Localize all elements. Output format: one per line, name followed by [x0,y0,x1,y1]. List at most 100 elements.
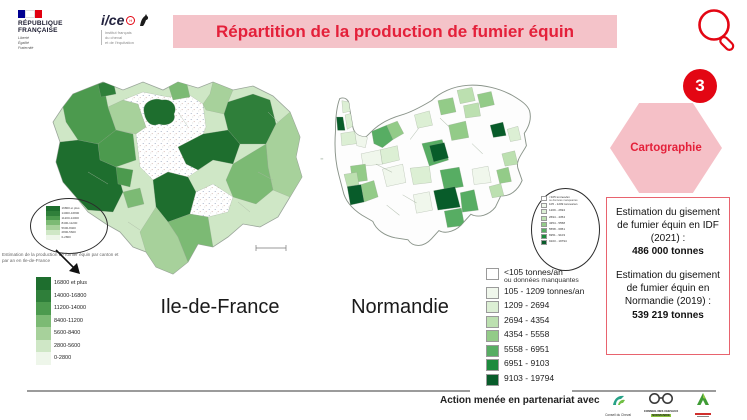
idf-mini-legend-row: 2800-5600 [46,229,80,235]
legend-label: 105 - 1209 tonnes/an [549,202,578,207]
rf-motto-line: Liberté [18,36,29,41]
legend-sublabel: ou données manquantes [549,199,578,203]
french-flag-icon [18,10,42,18]
legend-swatch [541,215,547,221]
partner-caption: Conseil du Cheval [605,412,631,417]
normandie-legend-row: 105 - 1209 tonnes/an [486,285,585,299]
partner-logo-conseil-des-chevaux-normandie: CONSEIL DES CHEVAUX NORMANDIE [640,392,682,418]
partner-caption: CONSEIL DES CHEVAUX [643,409,679,413]
legend-label: 9103 - 19794 [549,238,567,243]
legend-label: 0-2800 [54,355,72,362]
cartographie-hexagon: Cartographie [610,103,722,193]
normandie-mini-legend-row: 105 - 1209 tonnes/an [541,202,578,209]
step-badge: 3 [683,69,717,103]
republique-francaise-logo: RÉPUBLIQUE FRANÇAISE Liberté Égalité Frate… [18,10,96,50]
annotation-arrow-icon [55,249,80,274]
legend-swatch [541,209,547,215]
footer-divider-right [572,390,716,392]
idf-mini-legend-row: 8400-11200 [46,220,80,226]
ifce-subtitle-line: institut français [105,30,132,35]
idf-mini-legend-row: 14000-16800 [46,210,80,216]
normandie-map-label: Normandie [351,296,449,318]
idf-legend: 16800 et plus 14000-16800 11200-14000 84… [36,277,87,365]
normandie-mini-legend-row: 9103 - 19794 [541,238,578,245]
normandie-mini-legend-row: 2694 - 4354 [541,215,578,221]
legend-label: <105 tonnes/an [549,195,570,199]
legend-label: 5600-8400 [54,330,81,337]
rf-logo-line2: FRANÇAISE [18,27,58,35]
legend-label: 8400-11200 [54,317,83,324]
normandie-mini-legend-row: 4354 - 5558 [541,221,578,227]
idf-legend-row: 14000-16800 [36,289,87,302]
legend-swatch [46,234,60,240]
legend-label: 2800-5600 [54,342,81,349]
legend-label: 11200-14000 [61,215,79,220]
legend-label: 105 - 1209 tonnes/an [504,285,585,296]
legend-label: 16800 et plus [54,280,88,287]
legend-label: 6951 - 9103 [549,232,566,237]
normandie-mini-legend-row: 5558 - 6951 [541,226,578,233]
legend-swatch [486,344,499,357]
estimation-item: Estimation du gisement de fumier équin e… [612,270,724,322]
estimation-value: 486 000 tonnes [632,246,704,258]
legend-label: 2694 - 4354 [504,314,550,325]
idf-mini-legend-row: 11200-14000 [46,215,80,221]
legend-label: 16800 et plus [61,206,80,211]
legend-swatch [46,220,60,226]
normandie-legend-row: 6951 - 9103 [486,358,584,372]
normandie-mini-legend: <105 tonnes/an ou données manquantes 105… [541,195,578,246]
legend-swatch [486,315,499,328]
scale-bar [255,245,287,251]
idf-mini-legend-row: 0-2800 [46,234,80,240]
estimation-item: Estimation du gisement de fumier équin e… [612,207,724,259]
legend-label: 1209 - 2694 [549,208,566,213]
legend-swatch [36,289,51,302]
legend-swatch [46,215,60,221]
legend-swatch [46,206,60,211]
normandie-legend-row: 1209 - 2694 [486,300,584,314]
idf-legend-row: 2800-5600 [36,339,87,352]
normandie-legend-row: <105 tonnes/an ou données manquantes [486,267,584,284]
estimation-value: 539 219 tonnes [632,309,704,321]
estimation-text: Estimation du gisement de fumier équin e… [616,270,720,307]
legend-swatch [541,196,547,201]
legend-swatch [36,339,51,352]
partner-3-icon [697,393,709,405]
idf-mini-legend-row: 16800 et plus [46,206,80,211]
idf-legend-oval-annotation [30,198,108,254]
idf-map-label: Ile-de-France [160,296,280,318]
idf-mini-legend-row: 5600-8400 [46,225,80,230]
legend-label: 5558 - 6951 [549,226,566,231]
legend-swatch [36,327,51,340]
legend-swatch [541,239,547,245]
idf-choropleth-map [52,81,303,275]
normandie-mini-legend-row: 6951 - 9103 [541,232,578,239]
legend-swatch [486,330,499,343]
legend-swatch [46,210,60,216]
legend-swatch [486,359,499,372]
legend-label: 5558 - 6951 [504,343,550,354]
idf-mini-legend: 16800 et plus 14000-16800 11200-14000 84… [46,206,80,240]
idf-legend-row: 11200-14000 [36,302,87,315]
normandie-legend-row: 5558 - 6951 [486,343,584,357]
legend-label: 4354 - 5558 [504,329,550,340]
legend-swatch [36,314,51,327]
normandie-legend-row: 9103 - 19794 [486,373,584,386]
ifce-mark-icon: H [126,15,136,25]
ifce-logo: i/ce H institut français du cheval et de l… [101,12,171,45]
legend-swatch [36,352,51,365]
legend-swatch [486,268,499,280]
legend-swatch [541,221,547,227]
normandie-choropleth-map [320,84,531,246]
legend-label: 1209 - 2694 [504,300,550,311]
normandie-mini-legend-row: <105 tonnes/an ou données manquantes [541,195,578,203]
idf-legend-row: 16800 et plus [36,277,87,290]
legend-label: 11200-14000 [54,305,87,312]
legend-swatch [36,302,51,315]
legend-label: 8400-11200 [61,220,78,225]
legend-swatch [486,286,499,299]
rf-logo-line1: RÉPUBLIQUE [18,20,63,27]
magnifier-icon [698,9,735,51]
normandie-legend-row: 2694 - 4354 [486,314,584,328]
